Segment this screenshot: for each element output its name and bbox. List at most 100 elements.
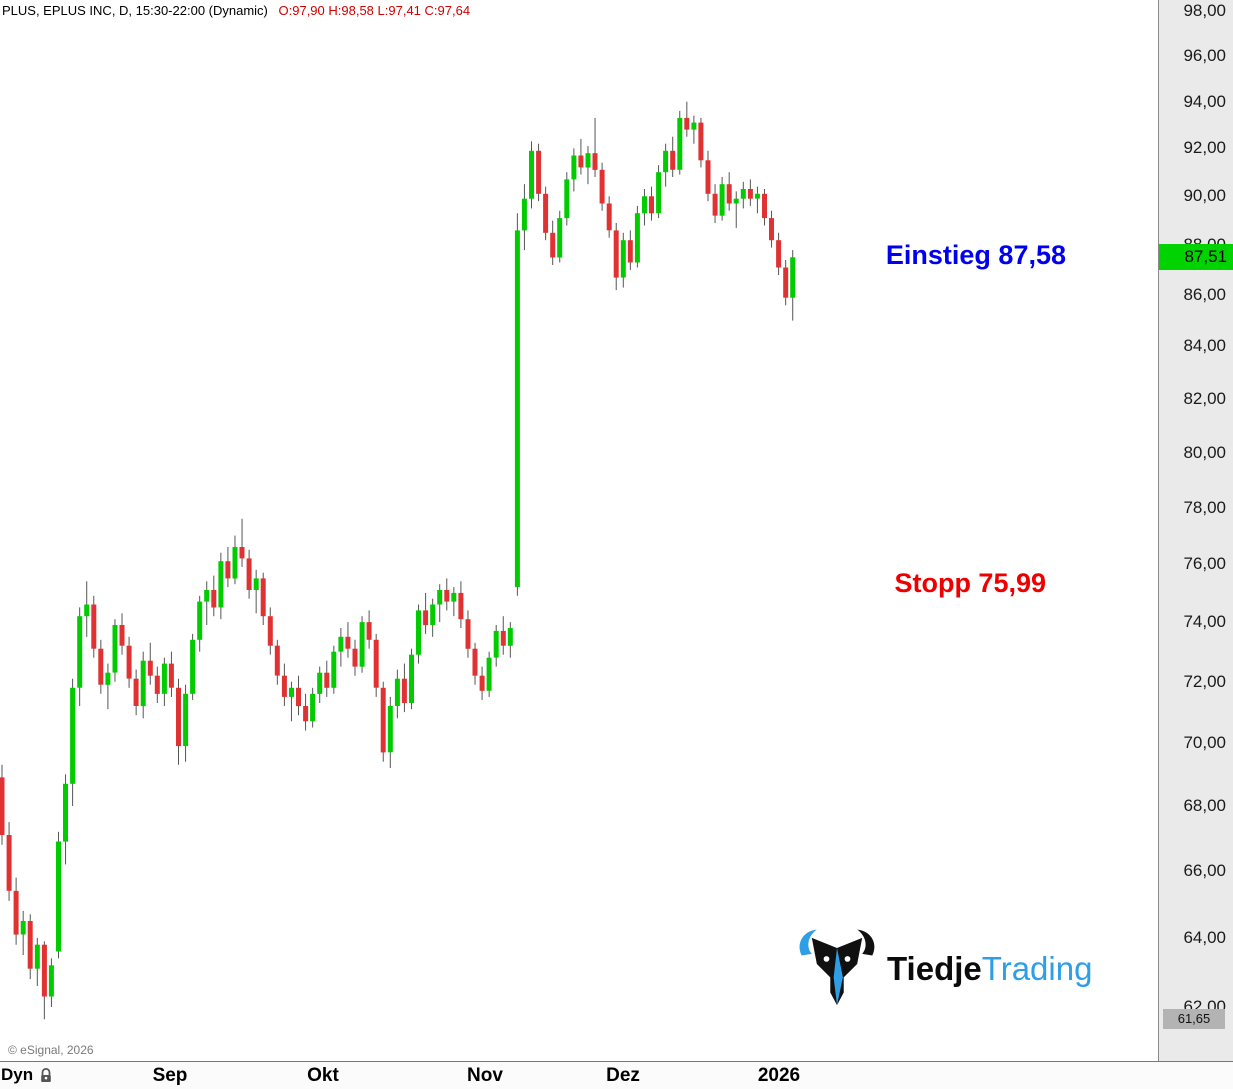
candle [416,604,421,664]
price-axis-tick: 94,00 [1183,91,1226,111]
candle [606,196,612,238]
stop-annotation: Stopp 75,99 [894,568,1046,598]
candle [733,191,739,228]
candle [409,648,414,710]
candle [232,535,238,585]
candle [719,177,725,221]
candle [345,622,351,658]
candle [154,666,160,703]
candle [70,678,76,806]
candle [373,633,379,697]
candle [168,651,174,697]
symbol-title: PLUS, EPLUS INC, D, 15:30-22:00 (Dynamic… [2,3,268,18]
ohlc-readout: O:97,90 H:98,58 L:97,41 C:97,64 [278,3,471,18]
candle [500,616,506,655]
candle [458,581,464,628]
candle [387,696,393,768]
price-axis-tick: 84,00 [1183,336,1226,356]
candle [451,587,457,617]
candle [705,150,711,202]
range-low-badge: 61,65 [1163,1009,1225,1029]
candle [740,181,746,209]
candle [41,941,47,1020]
price-axis-tick: 92,00 [1183,138,1226,158]
entry-annotation: Einstieg 87,58 [885,240,1066,270]
candle [394,669,400,719]
candle [359,616,365,673]
candle [670,136,676,177]
price-axis-tick: 66,00 [1183,861,1226,880]
last-price-badge: 87,51 [1159,244,1233,270]
candle [204,581,210,625]
candle [747,179,753,206]
candle [133,669,139,716]
candle [529,141,534,209]
candle [296,675,301,716]
candle [790,250,796,321]
candle [380,681,386,762]
candle [769,210,774,248]
candle [91,595,97,658]
candle [289,681,294,722]
price-axis-tick: 64,00 [1183,927,1226,947]
price-axis-tick: 76,00 [1183,554,1226,574]
candle [310,687,316,728]
candle [592,117,598,177]
candle [260,572,266,625]
candle [627,230,633,270]
candle [726,172,732,211]
price-axis-tick: 82,00 [1183,388,1226,408]
candle [253,569,259,614]
price-axis-tick: 86,00 [1183,285,1226,305]
candle [281,663,287,706]
candle [557,210,563,263]
candle [712,184,718,223]
candle [63,774,68,865]
candle [776,232,782,275]
candle [493,625,499,667]
candle [274,639,280,685]
price-axis[interactable]: 87,51 61,65 98,0096,0094,0092,0090,0088,… [1158,0,1233,1061]
candle [479,666,485,700]
candle [444,578,450,611]
candle [197,595,203,652]
candle [585,146,591,185]
time-axis[interactable]: Dyn Sep Okt Nov Dez 2026 [0,1061,1233,1089]
lock-icon[interactable] [39,1067,53,1083]
chart-title-bar: PLUS, EPLUS INC, D, 15:30-22:00 (Dynamic… [2,3,470,18]
candle [599,162,605,211]
candle [698,117,704,168]
candle [34,937,40,986]
candle [338,628,344,667]
candle [783,260,789,306]
candle [27,914,33,980]
time-axis-label: 2026 [757,1065,801,1086]
candle [366,610,372,649]
price-axis-tick: 72,00 [1183,671,1226,691]
candle [331,645,337,694]
candle [465,610,471,658]
candle [564,172,570,226]
chart-plot-area[interactable] [0,0,1158,1061]
candle [437,584,443,623]
candle [77,607,83,706]
time-axis-label: Sep [152,1065,188,1086]
candle [324,660,330,697]
candle [507,622,513,658]
candle [472,642,478,685]
candle [161,657,167,706]
candle [754,186,760,214]
candle [317,666,323,703]
time-axis-label: Dez [606,1065,640,1086]
time-axis-label: Okt [307,1065,339,1086]
scale-mode-control[interactable]: Dyn [1,1065,53,1085]
candle [550,220,556,265]
scale-mode-label: Dyn [1,1065,34,1084]
candle [0,764,5,845]
candle [514,213,520,596]
candle [649,186,654,221]
candle [303,693,309,731]
price-axis-tick: 96,00 [1183,45,1226,65]
candlestick-chart [0,101,796,1020]
candle [119,613,125,655]
